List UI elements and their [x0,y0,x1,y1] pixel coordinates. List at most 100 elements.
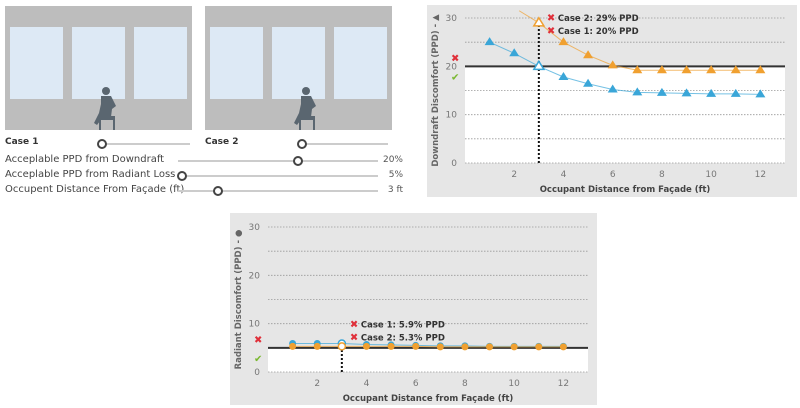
seated-occupant-icon [94,87,116,130]
annotation-label: Case 2: 29% PPD [558,14,639,24]
x-tick-label: 8 [462,379,468,389]
window [334,27,387,99]
y-axis-label: Downdraft Discomfort (PPD) - ▲ [431,14,441,167]
data-point-case2 [535,343,543,351]
data-point-case1 [583,78,594,87]
data-point-case2 [289,342,297,350]
data-point-case2 [730,65,741,74]
y-tick-label: 0 [254,368,260,378]
data-point-case2 [532,16,546,27]
data-point-case1 [607,84,618,93]
x-tick-label: 8 [659,170,665,180]
case-2-slider[interactable] [297,139,388,149]
fail-x-icon: ✖ [350,333,358,344]
data-point-case1 [755,89,766,98]
data-point-case1 [681,88,692,97]
occupant-distance-label: Occupent Distance From Façade (ft) [5,184,185,195]
data-point-case1 [632,87,643,96]
fail-x-icon: ✖ [451,53,459,64]
annotation-label: Case 1: 20% PPD [558,27,639,37]
slider-knob[interactable] [293,156,303,166]
occupant-distance-slider[interactable] [178,186,378,196]
downdraft-ppd-label: Acceplable PPD from Downdraft [5,154,165,165]
y-tick-label: 30 [249,223,261,233]
data-point-case2 [706,65,717,74]
slider-knob[interactable] [213,186,223,196]
pass-check-icon: ✔ [451,72,459,83]
case-2-scene [205,6,392,130]
downdraft-ppd-slider[interactable] [178,156,378,166]
y-tick-label: 0 [451,159,457,169]
chart-2: 0 10 20 30 2 4 6 8 10 12 Occupant Distance from Fa… [230,213,597,405]
x-tick-label: 10 [508,379,520,389]
data-point-case2 [583,50,594,59]
x-tick-label: 4 [364,379,370,389]
data-point-case2 [558,37,569,46]
window [72,27,125,99]
data-point-case2 [681,65,692,74]
fail-x-icon: ✖ [547,13,555,24]
case-1-scene [5,6,192,130]
data-point-case2 [755,65,766,74]
data-point-case2 [461,343,469,351]
data-point-case2 [559,343,567,351]
window [272,27,325,99]
x-tick-label: 6 [413,379,419,389]
data-point-case2 [436,343,444,351]
chart-1: 0 10 20 30 2 4 6 8 10 12 Occupant Distance from Fa… [427,5,797,197]
data-point-case2 [656,65,667,74]
x-axis-label: Occupant Distance from Façade (ft) [540,185,711,195]
data-point-case1 [484,37,495,46]
fail-x-icon: ✖ [350,320,358,331]
fail-x-icon: ✖ [547,26,555,37]
window [210,27,263,99]
annotation-label: Case 1: 5.9% PPD [361,321,445,331]
y-tick-label: 30 [446,14,458,24]
data-point-case1 [656,87,667,96]
case-2-label: Case 2 [205,137,239,147]
data-point-case1 [706,88,717,97]
window [134,27,187,99]
radiant-ppd-label: Acceplable PPD from Radiant Loss [5,169,176,180]
x-tick-label: 12 [558,379,569,389]
seated-occupant-icon [294,87,316,130]
occupant-distance-value: 3 ft [387,185,403,195]
y-tick-label: 20 [249,271,261,281]
series-line-case1 [489,41,761,95]
y-axis-label: Radiant Discomfort (PPD) - ● [234,230,244,370]
x-tick-label: 10 [705,170,717,180]
data-point-case1 [509,48,520,57]
data-point-case1 [532,59,546,71]
annotation-label: Case 2: 5.3% PPD [361,334,445,344]
data-point-case1 [558,71,569,80]
pass-check-icon: ✔ [254,354,262,365]
acceptable-zone [268,347,588,372]
slider-knob[interactable] [97,139,107,149]
case-1-label: Case 1 [5,137,39,147]
data-point-case2 [337,342,347,351]
data-point-case2 [607,60,618,69]
data-point-case1 [730,88,741,97]
window [10,27,63,99]
data-point-case2 [387,342,395,350]
data-point-case2 [362,342,370,350]
downdraft-ppd-value: 20% [382,155,403,165]
data-point-case2 [486,343,494,351]
data-point-case2 [412,342,420,350]
radiant-ppd-value: 5% [388,170,403,180]
slider-knob[interactable] [177,171,187,181]
x-tick-label: 4 [561,170,567,180]
y-tick-label: 10 [446,111,458,121]
x-tick-label: 2 [314,379,320,389]
case-1-slider[interactable] [97,139,190,149]
data-point-case2 [313,342,321,350]
y-tick-label: 20 [446,62,458,72]
data-point-case2 [510,343,518,351]
radiant-ppd-slider[interactable] [177,171,378,181]
data-point-case2 [632,65,643,74]
x-tick-label: 12 [755,170,766,180]
y-tick-label: 10 [249,320,261,330]
slider-knob[interactable] [297,139,307,149]
fail-x-icon: ✖ [254,335,262,346]
